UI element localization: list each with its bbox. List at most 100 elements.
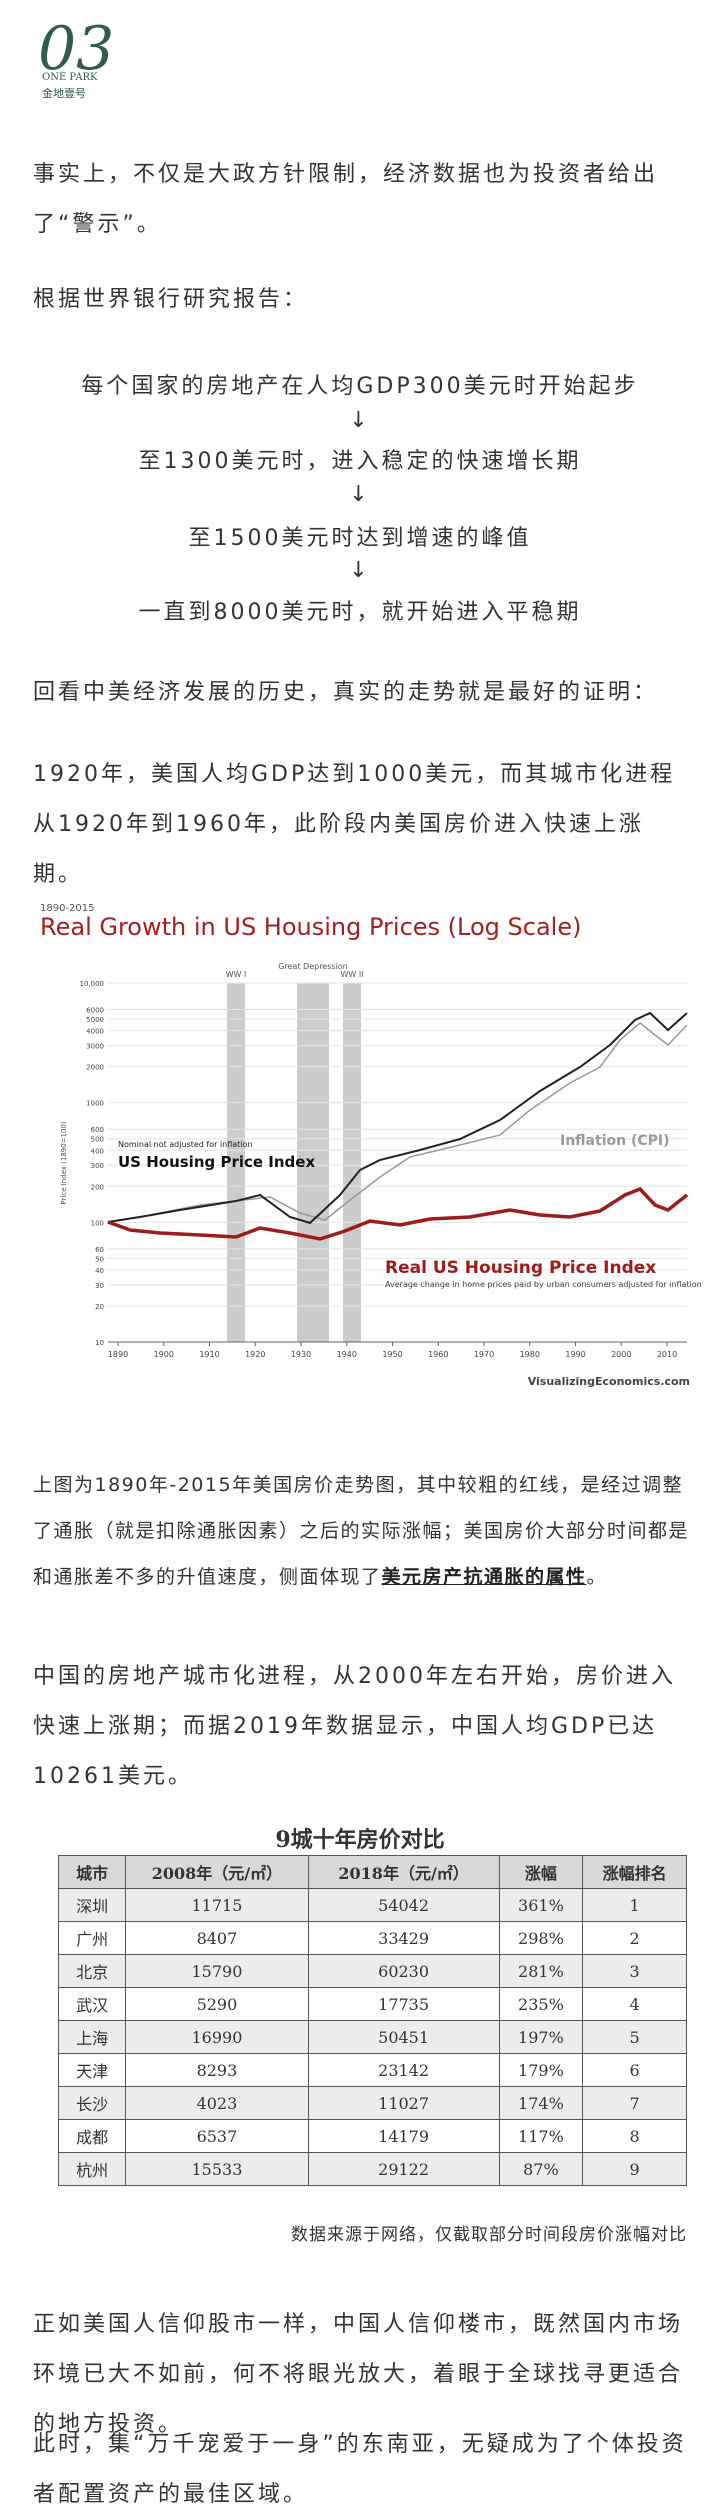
table-cell: 15533: [125, 2152, 309, 2186]
chart-image: 1890-2015 Real Growth in US Housing Pric…: [40, 903, 702, 1388]
caption-text: 上图为1890年-2015年美国房价走势图，其中较粗的红线，是经过调整了通胀（就…: [33, 1474, 690, 1588]
stage: 至1500美元时达到增速的峰值: [188, 526, 532, 551]
x-tick-label: 1980: [520, 1350, 540, 1359]
y-tick-label: 5000: [86, 1016, 104, 1024]
annotation: Inflation (CPI): [560, 1133, 670, 1149]
stage: 每个国家的房地产在人均GDP300美元时开始起步: [81, 374, 639, 399]
x-tick-label: 1950: [382, 1350, 402, 1359]
x-tick-label: 1920: [245, 1350, 265, 1359]
paragraph: 回看中美经济发展的历史，真实的走势就是最好的证明：: [33, 680, 659, 705]
table-cell: 上海: [57, 2020, 127, 2054]
y-tick-label: 100: [91, 1219, 104, 1227]
y-tick-label: 300: [91, 1162, 104, 1170]
header-cell: 城市: [57, 1855, 127, 1889]
paragraph: 根据世界银行研究报告：: [33, 287, 309, 312]
table-cell: 4023: [125, 2086, 309, 2120]
x-tick-label: 2010: [657, 1350, 677, 1359]
y-tick-label: 6000: [86, 1007, 104, 1015]
table-cell: 8: [582, 2119, 687, 2153]
table-cell: 9: [582, 2152, 687, 2186]
table-cell: 6537: [125, 2119, 309, 2153]
table-row: 上海 16990 50451 197% 5: [57, 2020, 687, 2054]
x-tick-label: 1890: [108, 1350, 128, 1359]
table-cell: 5290: [125, 1987, 309, 2021]
y-tick-label: 30: [95, 1282, 104, 1290]
caption: 上图为1890年-2015年美国房价走势图，其中较粗的红线，是经过调整了通胀（就…: [33, 1462, 689, 1600]
paragraph: 1920年，美国人均GDP达到1000美元，而其城市化进程从1920年到1960…: [33, 762, 676, 887]
y-tick-label: 200: [91, 1183, 104, 1191]
table-cell: 1: [582, 1888, 687, 1922]
y-axis-label: Price Index (1890=100): [60, 1121, 68, 1205]
table: 城市 2008年（元/㎡） 2018年（元/㎡） 涨幅 涨幅排名 深圳 11715 54042…: [57, 1855, 687, 2186]
table-cell: 长沙: [57, 2086, 127, 2120]
table-row: 深圳 11715 54042 361% 1: [57, 1888, 687, 1922]
x-tick-label: 1900: [154, 1350, 174, 1359]
paragraph: 正如美国人信仰股市一样，中国人信仰楼市，既然国内市场环境已大不如前，何不将眼光放…: [33, 2312, 684, 2437]
x-tick-label: 2000: [611, 1350, 631, 1359]
logo-number: 03: [38, 14, 115, 84]
table-cell: 54042: [307, 1888, 500, 1922]
annotation: US Housing Price Index: [118, 1153, 315, 1171]
table-cell: 5: [582, 2020, 687, 2054]
table-cell: 17735: [307, 1987, 500, 2021]
table-cell: 50451: [307, 2020, 500, 2054]
y-tick-label: 400: [91, 1147, 104, 1155]
event-band: [297, 983, 329, 1342]
real-line: [107, 1186, 689, 1241]
paragraph: 中国的房地产城市化进程，从2000年左右开始，房价进入快速上涨期；而据2019年…: [33, 1664, 676, 1789]
paragraph: 此时，集“万千宠爱于一身”的东南亚，无疑成为了个体投资者配置资产的最佳区域。: [33, 2432, 687, 2507]
table-cell: 87%: [498, 2152, 584, 2186]
caption-highlight: 美元房产抗通胀的属性: [381, 1566, 587, 1588]
table-cell: 天津: [57, 2053, 127, 2087]
table-cell: 广州: [57, 1921, 127, 1955]
x-tick-label: 1930: [291, 1350, 311, 1359]
y-tick-label: 2000: [86, 1064, 104, 1072]
y-tick-label: 4000: [86, 1028, 104, 1036]
header-cell: 涨幅排名: [582, 1855, 687, 1889]
table-cell: 14179: [307, 2119, 500, 2153]
y-tick-label: 40: [95, 1267, 104, 1275]
stage: 一直到8000美元时，就开始进入平稳期: [138, 600, 582, 625]
table-cell: 179%: [498, 2053, 584, 2087]
logo-name: 金地壹号: [42, 87, 86, 100]
chart-subtitle: 1890-2015: [40, 903, 95, 914]
table-cell: 武汉: [57, 1987, 127, 2021]
table-source: 数据来源于网络，仅截取部分时间段房价涨幅对比: [291, 2225, 687, 2245]
table-cell: 6: [582, 2053, 687, 2087]
logo-brand: ONE PARK: [42, 72, 98, 83]
annotation: Average change in home prices paid by ur…: [385, 1280, 702, 1289]
table-cell: 16990: [125, 2020, 309, 2054]
table-cell: 281%: [498, 1954, 584, 1988]
table-cell: 15790: [125, 1954, 309, 1988]
table-cell: 29122: [307, 2152, 500, 2186]
table-cell: 23142: [307, 2053, 500, 2087]
y-tick-label: 600: [91, 1126, 104, 1134]
table-cell: 235%: [498, 1987, 584, 2021]
x-tick-label: 1990: [565, 1350, 585, 1359]
logo: 03 ONE PARK 金地壹号: [38, 14, 138, 102]
table-cell: 深圳: [57, 1888, 127, 1922]
table-title: 9城十年房价对比: [275, 1827, 445, 1853]
credit: VisualizingEconomics.com: [528, 1375, 690, 1388]
table-cell: 北京: [57, 1954, 127, 1988]
y-tick-label: 1000: [86, 1100, 104, 1108]
table-cell: 11027: [307, 2086, 500, 2120]
stage: 至1300美元时，进入稳定的快速增长期: [138, 449, 582, 474]
table-cell: 33429: [307, 1921, 500, 1955]
y-tick-label: 3000: [86, 1043, 104, 1051]
table-cell: 4: [582, 1987, 687, 2021]
table-row: 杭州 15533 29122 87% 9: [57, 2152, 687, 2186]
x-tick-label: 1970: [474, 1350, 494, 1359]
table-cell: 杭州: [57, 2152, 127, 2186]
table-row: 长沙 4023 11027 174% 7: [57, 2086, 687, 2120]
event-label: WW I: [226, 970, 247, 979]
arrow: ↓: [349, 558, 371, 583]
table-cell: 174%: [498, 2086, 584, 2120]
table-header: 城市 2008年（元/㎡） 2018年（元/㎡） 涨幅 涨幅排名: [57, 1855, 687, 1889]
table-cell: 3: [582, 1954, 687, 1988]
table-cell: 197%: [498, 2020, 584, 2054]
table-cell: 7: [582, 2086, 687, 2120]
y-tick-label: 60: [95, 1246, 104, 1254]
arrow: ↓: [349, 482, 371, 507]
